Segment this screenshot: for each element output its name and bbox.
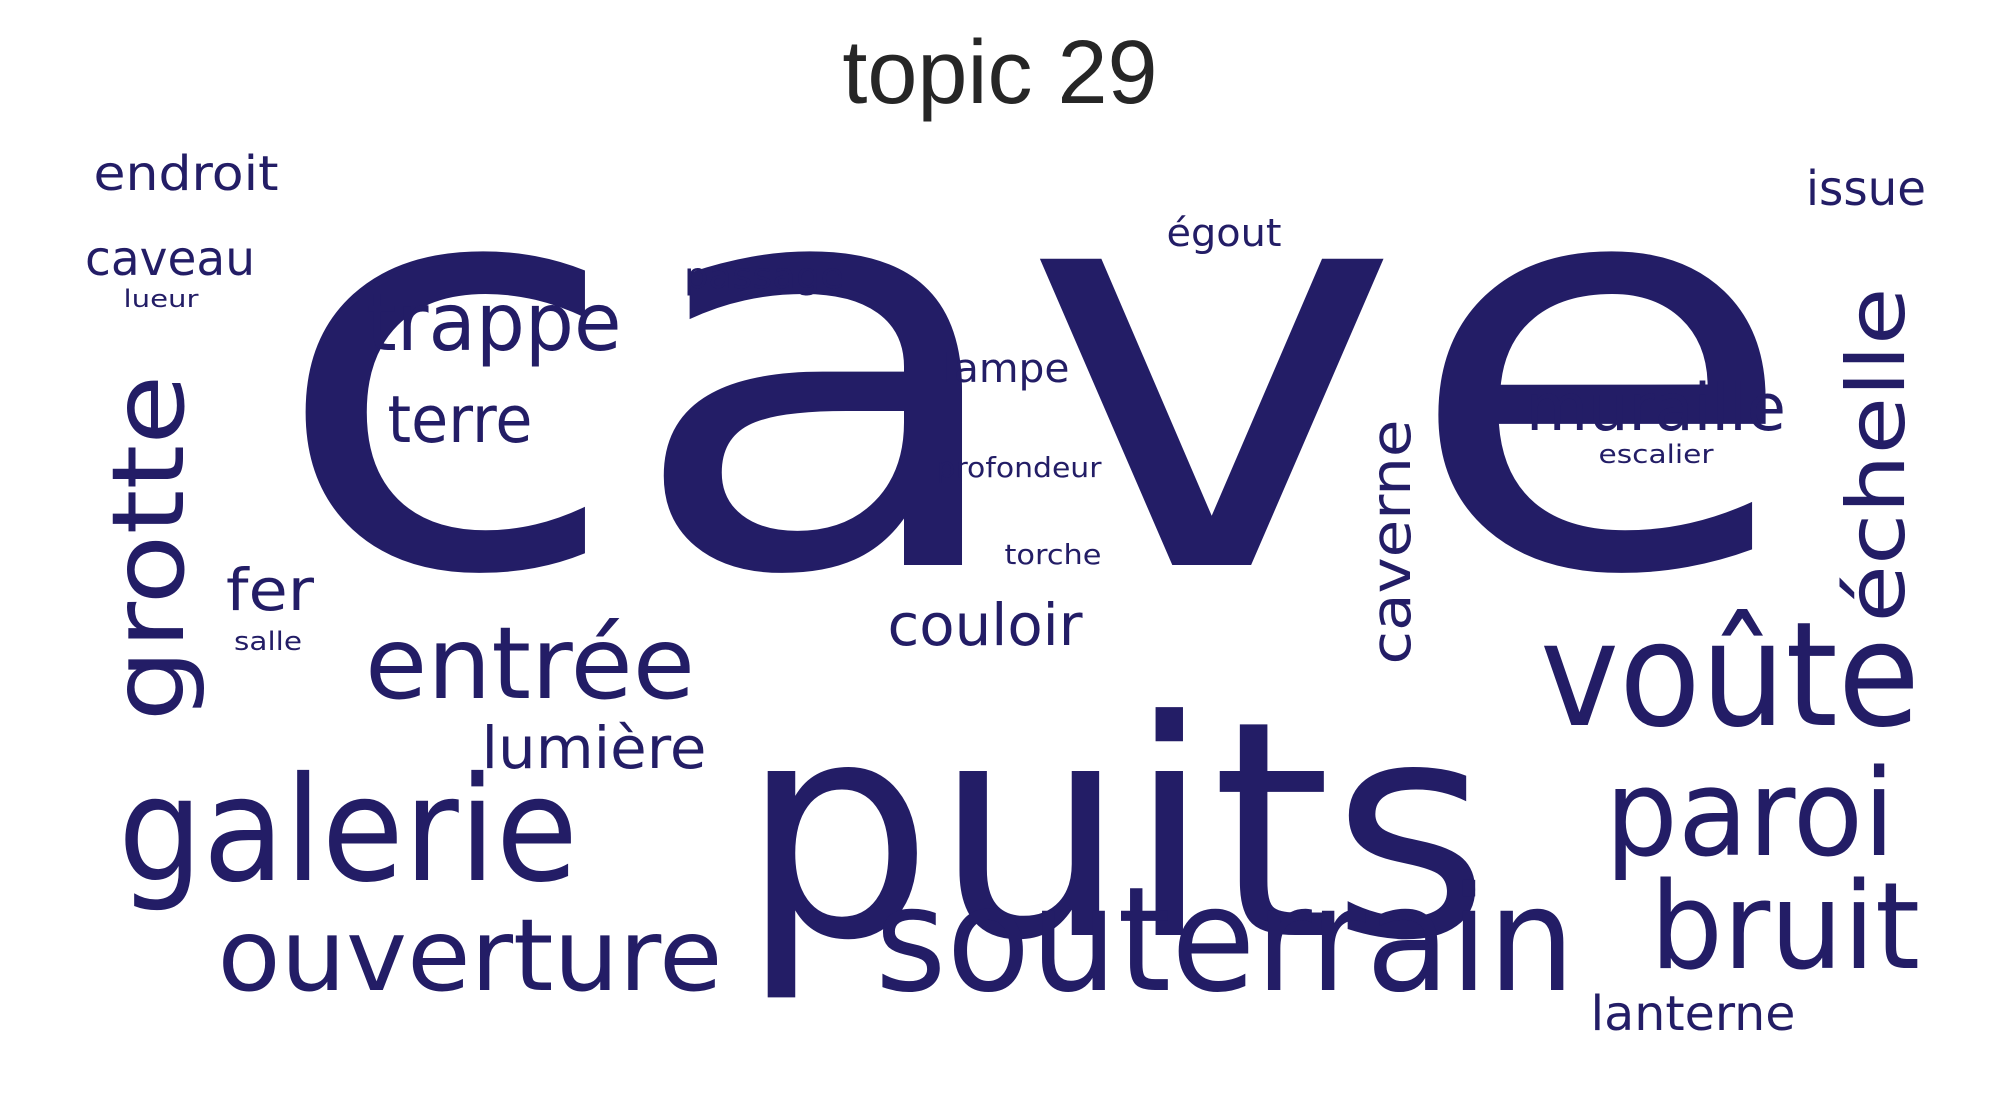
cloud-word: caverne	[1359, 420, 1423, 665]
cloud-word: profondeur	[937, 451, 1103, 484]
cloud-word: torche	[1005, 538, 1102, 571]
cloud-word: issue	[1806, 161, 1926, 217]
cloud-word: paroi	[1605, 745, 1895, 884]
cloud-word: caveau	[85, 231, 255, 287]
cloud-word: cave	[270, 46, 1800, 698]
cloud-word: entrée	[365, 605, 695, 722]
cloud-word: bruit	[1650, 858, 1920, 997]
cloud-word: terre	[388, 383, 533, 458]
cloud-word: lampe	[943, 346, 1070, 392]
cloud-word: escalier	[1599, 440, 1714, 470]
cloud-word: grotte	[90, 375, 207, 722]
cloud-word: lueur	[124, 285, 199, 313]
cloud-word: lumière	[482, 714, 707, 782]
cloud-word: échelle	[1830, 288, 1923, 623]
cloud-word: voûte	[1540, 591, 1920, 760]
cloud-word: souterrain	[875, 856, 1575, 1025]
cloud-word: lanterne	[1591, 986, 1796, 1042]
cloud-word: salle	[234, 627, 302, 657]
cloud-word: trappe	[367, 276, 622, 369]
cloud-word: muraille	[1526, 371, 1786, 446]
cloud-word: passage	[684, 256, 844, 297]
cloud-word: puits	[740, 657, 1490, 1006]
cloud-word: galerie	[118, 746, 578, 915]
cloud-word: couloir	[888, 591, 1083, 659]
cloud-title: topic 29	[842, 23, 1158, 123]
cloud-word: égout	[1167, 211, 1282, 255]
cloud-word: ouverture	[218, 897, 723, 1014]
cloud-word: fer	[226, 556, 314, 624]
cloud-word: endroit	[94, 146, 279, 202]
